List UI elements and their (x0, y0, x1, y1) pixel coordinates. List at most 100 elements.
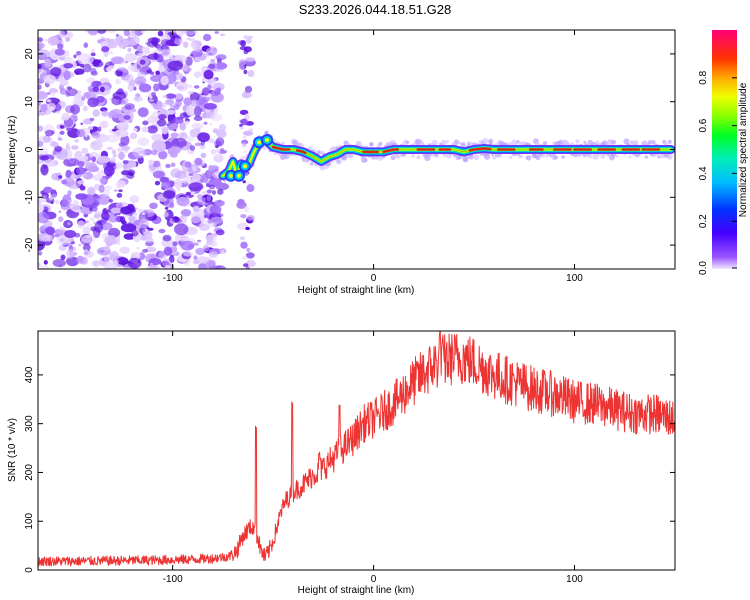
noise-speckle (58, 30, 66, 38)
noise-speckle (195, 247, 206, 256)
colorbar-tick-label: 0.4 (698, 166, 709, 180)
noise-speckle (59, 130, 65, 135)
noise-speckle (48, 88, 58, 94)
noise-speckle (185, 56, 193, 66)
noise-speckle (92, 59, 100, 67)
noise-speckle (174, 178, 183, 190)
trace-halo (615, 154, 619, 158)
noise-speckle (201, 139, 205, 146)
trace-halo (343, 140, 349, 146)
noise-speckle (39, 147, 49, 156)
noise-speckle (91, 260, 99, 266)
noise-speckle (240, 40, 247, 47)
noise-speckle (61, 179, 68, 185)
noise-speckle (47, 36, 59, 46)
noise-speckle (170, 162, 176, 167)
noise-speckle (210, 59, 215, 63)
snr-y-tick-label: 0 (24, 567, 35, 573)
noise-speckle (142, 249, 149, 253)
trace-halo (264, 130, 269, 136)
noise-speckle (215, 229, 225, 236)
noise-speckle (109, 157, 116, 164)
snr-series (38, 331, 675, 567)
noise-speckle (240, 214, 247, 219)
noise-speckle (66, 127, 72, 132)
noise-speckle (244, 85, 253, 93)
noise-speckle (103, 189, 111, 197)
noise-speckle (116, 151, 127, 159)
noise-speckle (137, 137, 149, 147)
noise-speckle (90, 226, 97, 232)
noise-speckle (93, 196, 100, 203)
noise-speckle (38, 141, 44, 147)
noise-speckle (54, 234, 60, 238)
trace-blob (265, 137, 270, 142)
noise-speckle (174, 37, 180, 44)
noise-speckle (146, 40, 158, 48)
noise-speckle (176, 188, 181, 192)
noise-speckle (193, 106, 202, 117)
noise-speckle (239, 124, 243, 127)
trace-blob (242, 164, 247, 169)
noise-speckle (58, 210, 62, 213)
noise-speckle (67, 222, 71, 226)
noise-speckle (189, 99, 200, 107)
noise-speckle (202, 33, 212, 42)
noise-speckle (117, 67, 127, 72)
noise-speckle (119, 246, 130, 254)
noise-speckle (155, 70, 161, 76)
trace-halo (623, 138, 630, 145)
noise-speckle (215, 265, 226, 269)
noise-speckle (50, 67, 62, 77)
noise-speckle (54, 48, 65, 56)
trace-halo (245, 172, 249, 176)
trace-halo (644, 155, 648, 159)
trace-halo (647, 140, 653, 145)
noise-speckle (148, 98, 154, 102)
trace-blob (228, 173, 233, 178)
noise-speckle (243, 69, 248, 75)
noise-speckle (157, 30, 164, 37)
noise-speckle (177, 86, 185, 90)
noise-speckle (92, 109, 101, 117)
trace-halo (628, 155, 632, 159)
trace-halo (369, 142, 374, 147)
noise-speckle (116, 162, 123, 169)
snr-x-label: Height of straight line (km) (298, 585, 415, 596)
noise-speckle (215, 62, 228, 70)
noise-speckle (212, 82, 225, 92)
noise-speckle (82, 226, 91, 235)
noise-speckle (209, 123, 213, 126)
noise-speckle (180, 240, 195, 251)
noise-speckle (247, 69, 255, 78)
noise-speckle (197, 239, 202, 243)
noise-speckle (70, 113, 78, 121)
noise-speckle (75, 96, 82, 103)
noise-speckle (192, 242, 199, 246)
snr-y-tick-label: 400 (24, 366, 35, 383)
noise-speckle (38, 37, 43, 43)
noise-speckle (158, 107, 165, 113)
noise-speckle (161, 181, 171, 189)
noise-speckle (103, 245, 110, 251)
noise-speckle (201, 92, 205, 96)
noise-speckle (122, 174, 128, 179)
noise-speckle (126, 173, 135, 180)
noise-speckle (182, 146, 188, 151)
noise-speckle (107, 234, 117, 243)
noise-speckle (44, 260, 48, 264)
noise-speckle (169, 55, 174, 60)
trace-halo (575, 139, 580, 144)
trace-halo (561, 155, 565, 159)
noise-speckle (112, 91, 127, 100)
noise-speckle (109, 251, 120, 262)
noise-speckle (194, 157, 203, 166)
noise-speckle (51, 172, 61, 181)
noise-speckle (117, 40, 131, 47)
noise-speckle (243, 35, 249, 40)
noise-speckle (136, 246, 140, 250)
noise-speckle (83, 92, 91, 99)
noise-speckle (161, 126, 169, 135)
noise-speckle (183, 41, 189, 48)
noise-speckle (83, 251, 89, 256)
